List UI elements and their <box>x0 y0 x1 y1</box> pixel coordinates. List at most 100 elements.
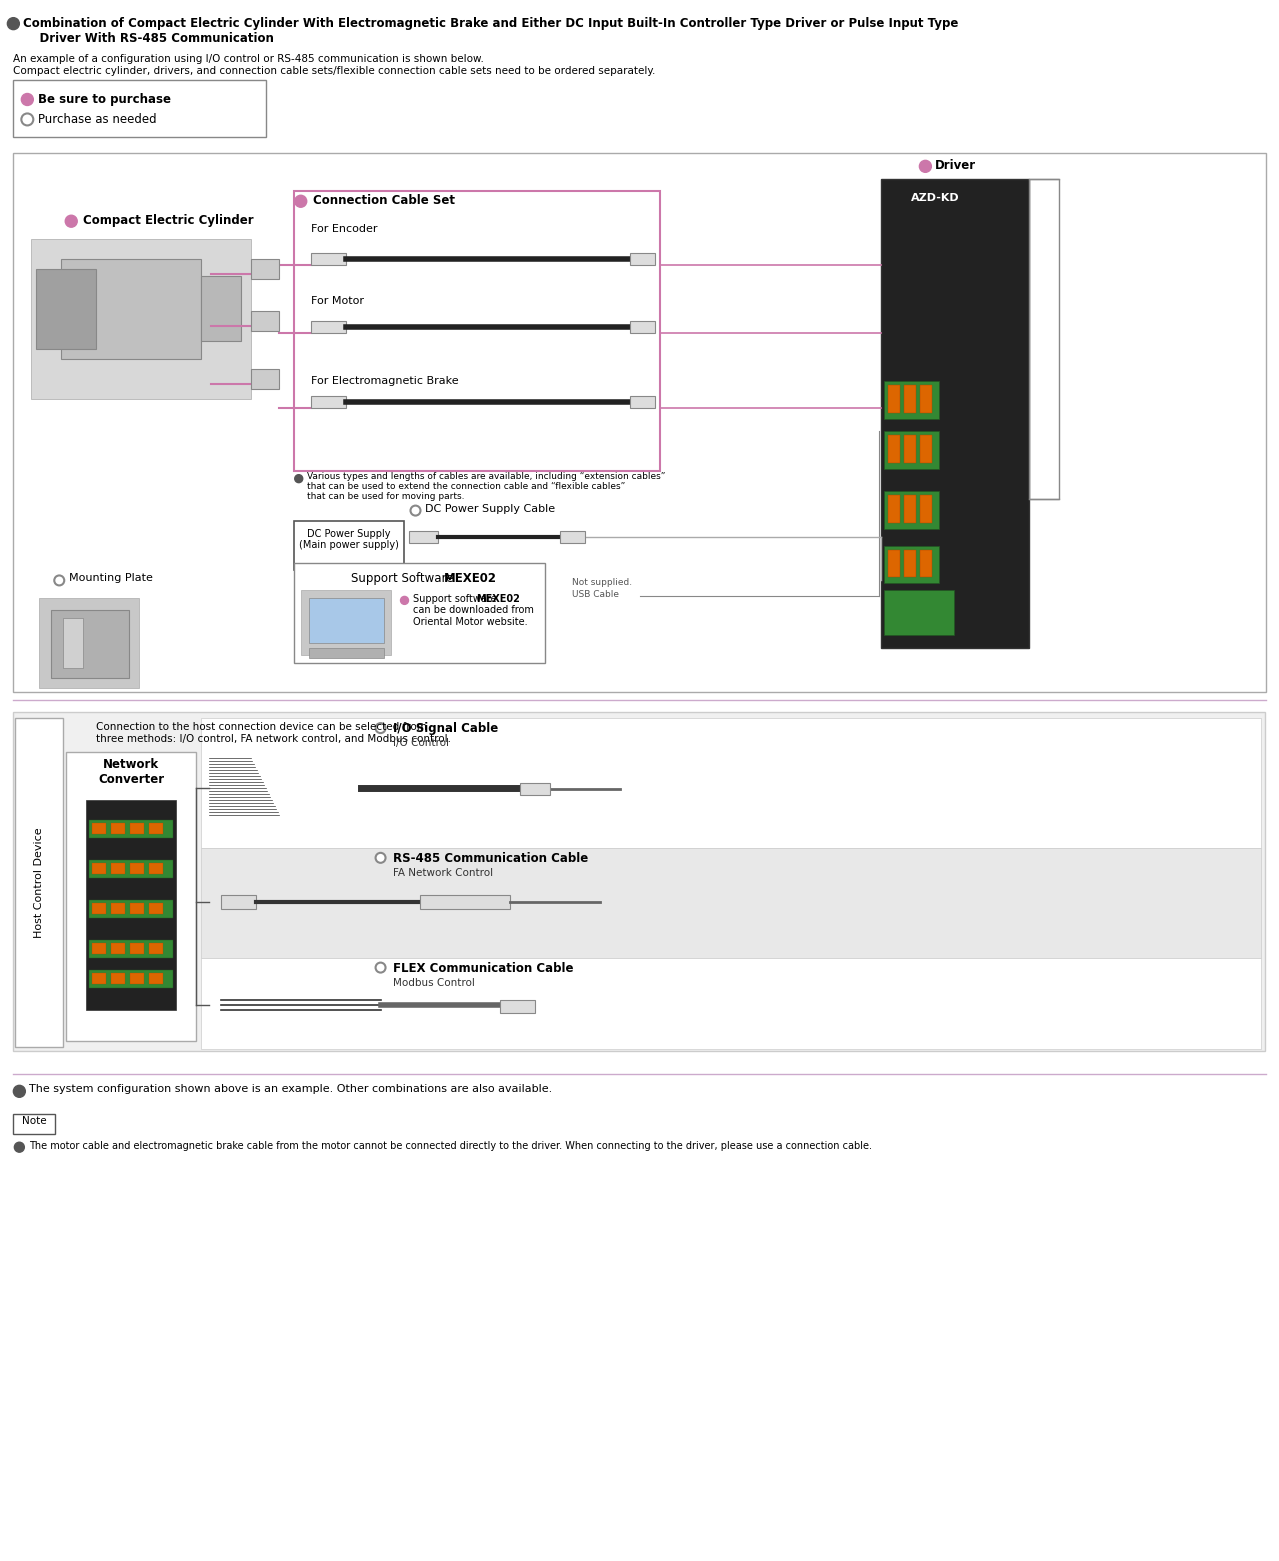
Text: For Encoder: For Encoder <box>311 225 377 234</box>
Text: Purchase as needed: Purchase as needed <box>38 114 157 126</box>
Bar <box>904 386 916 412</box>
Bar <box>921 386 932 412</box>
Bar <box>92 823 106 834</box>
Bar <box>130 943 145 954</box>
Bar <box>36 268 96 350</box>
Bar <box>92 943 106 954</box>
Text: Connection Cable Set: Connection Cable Set <box>312 194 455 208</box>
Bar <box>130 823 145 834</box>
Bar <box>308 648 384 659</box>
Bar <box>111 902 125 913</box>
Bar <box>130 902 145 913</box>
Bar <box>500 999 535 1013</box>
Bar <box>294 520 403 570</box>
Text: Note: Note <box>22 1116 46 1127</box>
Bar <box>885 545 939 584</box>
Bar <box>61 259 201 359</box>
Bar <box>889 386 900 412</box>
Text: Not supplied.: Not supplied. <box>572 579 632 587</box>
Bar <box>15 718 63 1047</box>
Bar <box>889 436 900 462</box>
Text: Driver With RS-485 Communication: Driver With RS-485 Communication <box>23 31 274 45</box>
Bar <box>885 490 939 529</box>
Bar <box>308 598 384 643</box>
Text: MEXE02: MEXE02 <box>444 573 496 585</box>
Bar <box>251 259 279 279</box>
Circle shape <box>294 195 307 208</box>
Bar <box>631 322 655 332</box>
Bar <box>86 799 177 1010</box>
Bar <box>90 969 173 988</box>
Bar <box>294 564 545 663</box>
Bar <box>631 253 655 265</box>
Bar <box>31 239 251 398</box>
Text: DC Power Supply Cable: DC Power Supply Cable <box>426 504 555 514</box>
Text: The system configuration shown above is an example. Other combinations are also : The system configuration shown above is … <box>29 1085 553 1094</box>
Bar <box>1030 180 1059 498</box>
Text: An example of a configuration using I/O control or RS-485 communication is shown: An example of a configuration using I/O … <box>13 53 485 64</box>
Text: Network
Converter: Network Converter <box>98 759 164 787</box>
Bar <box>921 495 932 523</box>
Bar <box>92 973 106 983</box>
Bar <box>311 253 345 265</box>
Bar <box>111 863 125 874</box>
Circle shape <box>14 1143 24 1152</box>
Bar <box>150 973 162 983</box>
Text: FA Network Control: FA Network Control <box>393 868 492 877</box>
Bar <box>13 153 1266 692</box>
Bar <box>13 80 266 137</box>
Text: Connection to the host connection device can be selected from
three methods: I/O: Connection to the host connection device… <box>96 723 451 743</box>
Text: Be sure to purchase: Be sure to purchase <box>38 94 171 106</box>
Text: RS-485 Communication Cable: RS-485 Communication Cable <box>393 852 588 865</box>
Bar <box>67 752 196 1041</box>
Bar <box>921 549 932 578</box>
Text: Support software: Support software <box>413 595 500 604</box>
Bar <box>904 549 916 578</box>
Bar <box>90 860 173 877</box>
Text: MEXE02: MEXE02 <box>476 595 521 604</box>
Circle shape <box>22 114 33 125</box>
Text: I/O Signal Cable: I/O Signal Cable <box>393 723 498 735</box>
Bar <box>13 712 1265 1052</box>
Bar <box>904 495 916 523</box>
Bar <box>221 894 256 909</box>
Bar <box>92 902 106 913</box>
Text: Mounting Plate: Mounting Plate <box>69 573 153 584</box>
Bar <box>201 848 1261 957</box>
Bar <box>889 549 900 578</box>
Circle shape <box>65 215 77 228</box>
Bar <box>90 940 173 957</box>
Text: Compact Electric Cylinder: Compact Electric Cylinder <box>83 214 253 228</box>
Text: Support Software: Support Software <box>350 573 457 585</box>
Text: DC Power Supply
(Main power supply): DC Power Supply (Main power supply) <box>299 529 399 549</box>
Bar <box>560 531 585 543</box>
Circle shape <box>400 596 408 604</box>
Bar <box>881 180 1030 648</box>
Text: For Motor: For Motor <box>311 297 363 306</box>
Bar <box>301 590 390 656</box>
Text: AZD-KD: AZD-KD <box>912 194 961 203</box>
Circle shape <box>376 852 385 863</box>
Bar <box>311 396 345 407</box>
Bar <box>150 943 162 954</box>
Text: For Electromagnetic Brake: For Electromagnetic Brake <box>311 376 458 386</box>
Bar <box>201 957 1261 1049</box>
Circle shape <box>22 94 33 106</box>
Bar <box>521 784 550 795</box>
Bar <box>40 598 139 688</box>
Bar <box>889 495 900 523</box>
Text: Various types and lengths of cables are available, including “extension cables”
: Various types and lengths of cables are … <box>307 471 665 501</box>
Circle shape <box>8 17 19 30</box>
Bar <box>201 276 240 340</box>
Text: Compact electric cylinder, drivers, and connection cable sets/flexible connectio: Compact electric cylinder, drivers, and … <box>13 66 656 75</box>
Bar <box>111 943 125 954</box>
Text: USB Cable: USB Cable <box>572 590 619 599</box>
Text: Driver: Driver <box>935 159 976 172</box>
Bar <box>130 863 145 874</box>
Bar <box>885 431 939 468</box>
Circle shape <box>376 963 385 973</box>
Bar <box>13 1115 55 1135</box>
Bar <box>130 973 145 983</box>
Circle shape <box>376 723 385 734</box>
Circle shape <box>13 1085 26 1097</box>
